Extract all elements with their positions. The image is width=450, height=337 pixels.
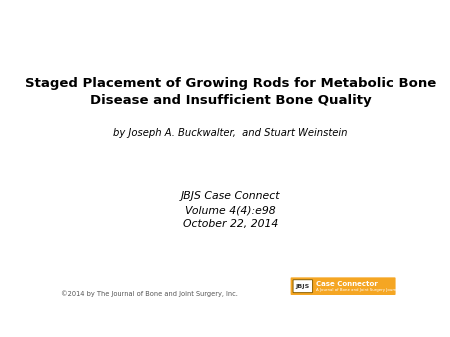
Text: Staged Placement of Growing Rods for Metabolic Bone
Disease and Insufficient Bon: Staged Placement of Growing Rods for Met…: [25, 77, 436, 108]
Text: JBJS Case Connect
Volume 4(4):e98
October 22, 2014: JBJS Case Connect Volume 4(4):e98 Octobe…: [181, 191, 280, 229]
Text: A Journal of Bone and Joint Surgery Journal: A Journal of Bone and Joint Surgery Jour…: [316, 288, 400, 292]
Text: ©2014 by The Journal of Bone and Joint Surgery, Inc.: ©2014 by The Journal of Bone and Joint S…: [62, 290, 238, 297]
FancyBboxPatch shape: [293, 280, 313, 293]
Text: by Joseph A. Buckwalter,  and Stuart Weinstein: by Joseph A. Buckwalter, and Stuart Wein…: [113, 128, 348, 137]
FancyBboxPatch shape: [291, 277, 396, 295]
Text: JBJS: JBJS: [296, 284, 310, 289]
Text: Case Connector: Case Connector: [316, 281, 378, 287]
